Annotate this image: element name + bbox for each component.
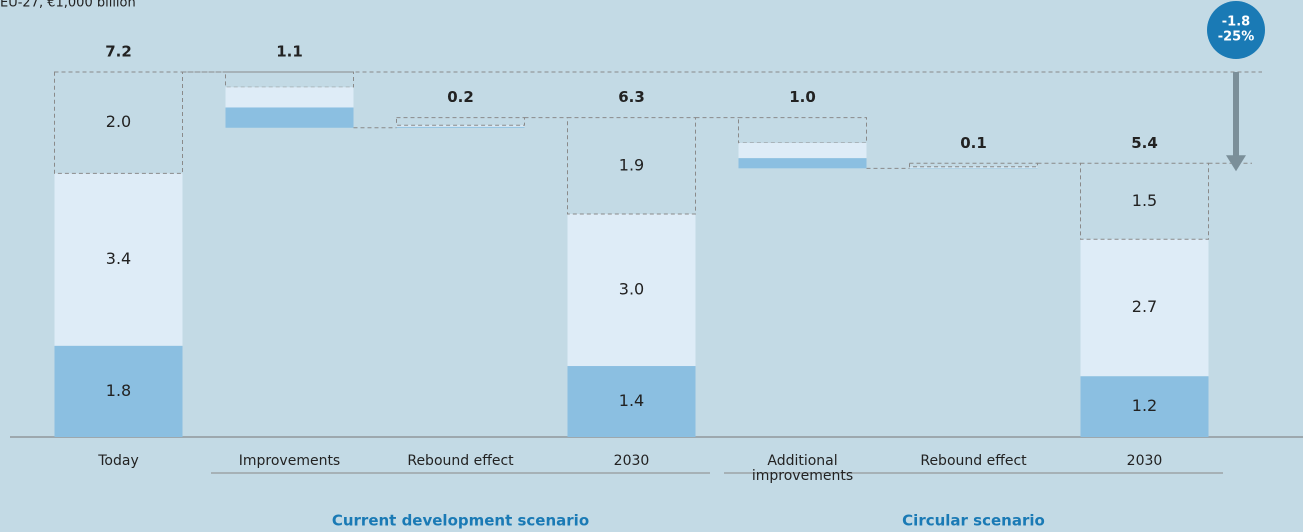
segment-label: 3.0 bbox=[619, 279, 644, 298]
segment-label: 3.4 bbox=[106, 249, 131, 268]
x-tick-label: Improvements bbox=[238, 453, 341, 469]
bar-segment bbox=[909, 166, 1038, 168]
bar-segment bbox=[1080, 376, 1209, 437]
total-label: 6.3 bbox=[618, 88, 645, 106]
segment-label: 1.5 bbox=[1132, 191, 1157, 210]
x-tick-label: Additional improvements bbox=[751, 453, 854, 484]
x-tick-label: 2030 bbox=[613, 453, 650, 469]
subtitle: EU-27, €1,000 billion bbox=[0, 0, 136, 11]
bar-segment bbox=[1080, 162, 1209, 240]
segment-label: 1.4 bbox=[619, 391, 644, 410]
total-label: 7.2 bbox=[105, 43, 132, 61]
x-tick-label: Today bbox=[98, 453, 139, 469]
bar-segment bbox=[396, 126, 525, 128]
reduction-arrowhead bbox=[1226, 155, 1246, 172]
bar-segment bbox=[909, 167, 1038, 169]
segment-label: 1.8 bbox=[106, 381, 131, 400]
bar-segment bbox=[909, 162, 1038, 168]
bar-segment bbox=[738, 142, 867, 159]
total-label: 0.2 bbox=[447, 88, 474, 106]
total-label: 5.4 bbox=[1131, 134, 1158, 152]
bar-segment bbox=[567, 366, 696, 437]
bar-segment bbox=[396, 117, 525, 126]
segment-label: 1.9 bbox=[619, 155, 644, 174]
bar-segment bbox=[54, 345, 183, 437]
annotation-text: -25% bbox=[1218, 30, 1255, 45]
total-label: 1.0 bbox=[789, 88, 816, 106]
segment-label: 2.7 bbox=[1132, 297, 1157, 316]
group-label: Circular scenario bbox=[902, 512, 1045, 530]
bar-segment bbox=[225, 87, 354, 108]
bar-segment bbox=[225, 71, 354, 88]
bar-segment bbox=[738, 158, 867, 169]
bar-segment bbox=[1080, 239, 1209, 377]
bar-segment bbox=[396, 125, 525, 127]
group-label: Current development scenario bbox=[332, 512, 589, 530]
bar-segment bbox=[567, 213, 696, 367]
segment-label: 2.0 bbox=[106, 112, 131, 131]
bar-segment bbox=[225, 107, 354, 128]
x-tick-label: 2030 bbox=[1126, 453, 1163, 469]
x-tick-label: Rebound effect bbox=[920, 453, 1027, 469]
total-label: 0.1 bbox=[960, 134, 987, 152]
segment-label: 1.2 bbox=[1132, 396, 1157, 415]
annotation-text: -1.8 bbox=[1222, 15, 1250, 30]
bar-segment bbox=[54, 173, 183, 346]
annotation-badge bbox=[1207, 1, 1265, 59]
x-tick-label: Rebound effect bbox=[407, 453, 514, 469]
bar-segment bbox=[567, 117, 696, 215]
bar-segment bbox=[738, 117, 867, 144]
total-label: 1.1 bbox=[276, 43, 303, 61]
